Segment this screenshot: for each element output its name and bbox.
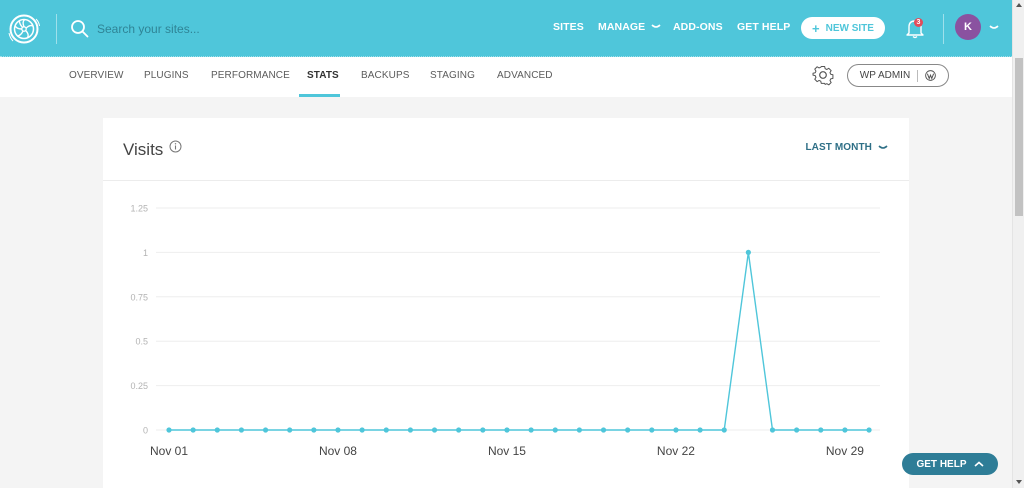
data-point[interactable] [697,427,703,433]
wp-admin-button[interactable]: WP ADMIN [847,64,949,87]
info-icon[interactable] [169,140,182,153]
search-input[interactable] [97,18,317,40]
visits-card: Visits LAST MONTH 0 0.25 0.5 0.75 1 1.25 Nov 0… [103,118,909,488]
wp-admin-label: WP ADMIN [859,70,911,81]
data-point[interactable] [576,427,582,433]
y-tick-label: 1.25 [130,204,148,214]
y-tick-label: 1 [143,248,148,258]
data-point[interactable] [214,427,220,433]
avatar[interactable]: K [955,14,981,40]
data-point[interactable] [407,427,413,433]
get-help-label: GET HELP [916,458,967,470]
data-point[interactable] [262,427,269,433]
data-point[interactable] [311,427,317,433]
page-scrollbar[interactable] [1012,0,1024,488]
tab-stats[interactable]: STATS [307,70,339,81]
nav-sites[interactable]: SITES [553,21,584,33]
data-point[interactable] [480,427,486,433]
nav-manage-label: MANAGE [598,21,646,33]
tab-backups[interactable]: BACKUPS [361,70,410,81]
data-point[interactable] [794,427,800,433]
get-help-floating-button[interactable]: GET HELP [902,453,998,475]
data-point[interactable] [721,427,727,433]
flywheel-logo-icon[interactable] [6,11,42,47]
data-point[interactable] [190,427,196,433]
divider [943,14,944,44]
chevron-down-icon [651,24,661,28]
divider [56,14,57,44]
nav-sites-label: SITES [553,21,584,33]
chevron-up-icon [973,461,984,467]
y-tick-label: 0.25 [130,381,148,391]
tab-plugins[interactable]: PLUGINS [144,70,189,81]
top-bar: SITES MANAGE ADD-ONS GET HELP + NEW SITE… [0,0,1012,57]
data-point[interactable] [359,427,365,433]
new-site-button[interactable]: + NEW SITE [801,17,885,39]
card-title: Visits [123,140,164,159]
card-header: Visits LAST MONTH [103,118,909,181]
data-point[interactable] [673,427,679,433]
active-tab-indicator [299,94,340,97]
chevron-down-icon [878,144,888,149]
data-point[interactable] [456,427,462,433]
data-point[interactable] [552,427,558,433]
nav-add-ons-label: ADD-ONS [673,21,723,33]
nav-get-help[interactable]: GET HELP [737,21,790,33]
wordpress-icon [925,70,937,81]
scroll-down-arrow-icon[interactable] [1016,480,1022,484]
data-point[interactable] [166,427,172,433]
data-point[interactable] [238,427,245,433]
new-site-label: NEW SITE [825,22,874,34]
visits-line [169,252,870,431]
x-tick-label: Nov 01 [150,444,188,458]
plus-icon: + [812,20,820,36]
x-tick-label: Nov 15 [488,444,526,458]
data-point[interactable] [504,427,510,433]
data-point[interactable] [287,427,293,433]
scroll-thumb[interactable] [1015,58,1023,216]
notification-badge: 3 [914,18,923,27]
nav-get-help-label: GET HELP [737,21,791,33]
tab-overview[interactable]: OVERVIEW [69,70,124,81]
data-point[interactable] [769,427,776,433]
nav-add-ons[interactable]: ADD-ONS [673,21,723,33]
x-tick-label: Nov 29 [826,444,864,458]
data-point[interactable] [383,427,389,433]
data-point[interactable] [431,427,438,433]
visits-line-chart: 0 0.25 0.5 0.75 1 1.25 Nov 01 Nov 08 Nov 15 Nov 2… [130,204,880,458]
y-tick-label: 0.5 [135,337,148,347]
gear-icon[interactable] [812,64,834,86]
x-tick-label: Nov 08 [319,444,357,458]
y-tick-label: 0.75 [130,292,148,302]
scroll-up-arrow-icon[interactable] [1016,3,1022,7]
tab-performance[interactable]: PERFORMANCE [211,70,290,81]
data-point[interactable] [528,427,534,433]
y-tick-label: 0 [143,426,148,436]
tab-staging[interactable]: STAGING [430,70,475,81]
data-point[interactable] [818,427,824,433]
divider [917,69,919,82]
period-label: LAST MONTH [805,142,872,153]
data-point[interactable] [600,427,607,433]
tab-advanced[interactable]: ADVANCED [497,70,553,81]
site-tabs: OVERVIEW PLUGINS PERFORMANCE STATS BACKU… [0,57,1012,97]
data-point[interactable] [842,427,848,433]
period-dropdown[interactable]: LAST MONTH [805,142,888,153]
data-point[interactable] [866,427,872,433]
data-point[interactable] [625,427,631,433]
x-tick-label: Nov 22 [657,444,695,458]
chevron-down-icon[interactable] [989,25,999,31]
nav-manage[interactable]: MANAGE [598,21,661,33]
data-point[interactable] [335,427,341,433]
search-icon [71,20,89,38]
data-point[interactable] [745,249,751,255]
data-point[interactable] [649,427,655,433]
